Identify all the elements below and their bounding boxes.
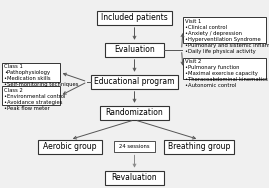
FancyBboxPatch shape xyxy=(91,75,178,89)
Text: 24 sessions: 24 sessions xyxy=(119,144,150,149)
FancyBboxPatch shape xyxy=(2,86,60,105)
FancyBboxPatch shape xyxy=(183,58,266,79)
FancyBboxPatch shape xyxy=(164,139,234,154)
Text: Breathing group: Breathing group xyxy=(168,142,230,151)
Text: Evaluation: Evaluation xyxy=(114,45,155,54)
Text: Revaluation: Revaluation xyxy=(112,173,157,182)
Text: Class 1
•Pathophysiology
•Medication skills
•Self-monitoring techniques: Class 1 •Pathophysiology •Medication ski… xyxy=(4,64,79,87)
FancyBboxPatch shape xyxy=(100,106,169,120)
FancyBboxPatch shape xyxy=(97,11,172,25)
Text: Randomization: Randomization xyxy=(106,108,163,117)
FancyBboxPatch shape xyxy=(38,139,102,154)
Text: Included patients: Included patients xyxy=(101,13,168,22)
Text: Visit 1
•Clinical control
•Anxiety / depression
•Hyperventilation Syndrome
•Pulm: Visit 1 •Clinical control •Anxiety / dep… xyxy=(185,19,269,54)
Text: Educational program: Educational program xyxy=(94,77,175,86)
FancyBboxPatch shape xyxy=(114,141,155,152)
Text: Visit 2
•Pulmonary function
•Maximal exercise capacity
•Thoracoabdominal kinemat: Visit 2 •Pulmonary function •Maximal exe… xyxy=(185,59,268,88)
Text: Aerobic group: Aerobic group xyxy=(43,142,97,151)
Text: Class 2
•Environmental control
•Avoidance strategies
•Peak flow meter: Class 2 •Environmental control •Avoidanc… xyxy=(4,88,66,111)
FancyBboxPatch shape xyxy=(105,43,164,57)
FancyBboxPatch shape xyxy=(105,171,164,185)
FancyBboxPatch shape xyxy=(183,17,266,43)
FancyBboxPatch shape xyxy=(2,62,60,82)
